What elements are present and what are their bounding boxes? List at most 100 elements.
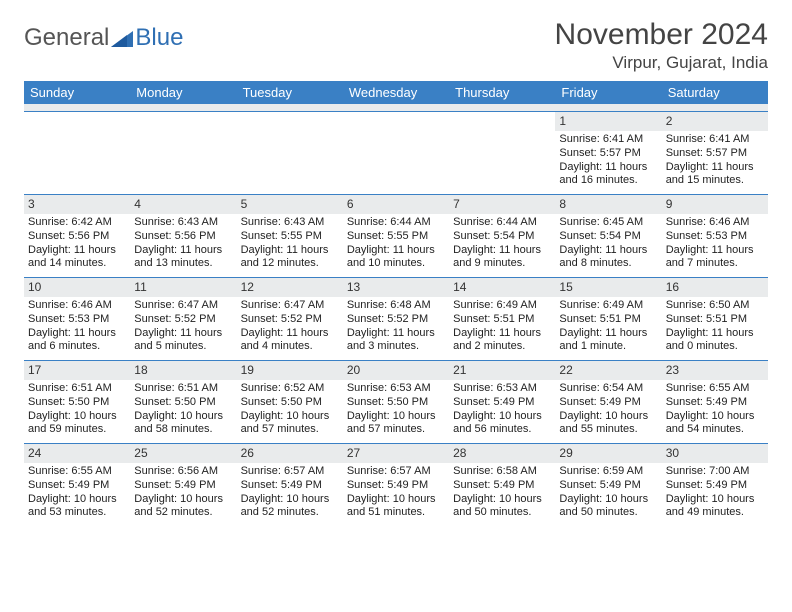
- day-header: Saturday: [662, 81, 768, 104]
- daylight1-text: Daylight: 10 hours: [28, 410, 126, 424]
- daylight2-text: and 49 minutes.: [666, 506, 764, 520]
- day-cell: 10Sunrise: 6:46 AMSunset: 5:53 PMDayligh…: [24, 278, 130, 360]
- sunset-text: Sunset: 5:51 PM: [453, 313, 551, 327]
- daylight1-text: Daylight: 10 hours: [241, 493, 339, 507]
- sunrise-text: Sunrise: 6:58 AM: [453, 465, 551, 479]
- sunset-text: Sunset: 5:53 PM: [28, 313, 126, 327]
- daylight1-text: Daylight: 10 hours: [559, 493, 657, 507]
- daylight2-text: and 59 minutes.: [28, 423, 126, 437]
- day-number: 27: [343, 444, 449, 463]
- day-number: 5: [237, 195, 343, 214]
- day-number: 2: [662, 112, 768, 131]
- daylight2-text: and 50 minutes.: [559, 506, 657, 520]
- daylight2-text: and 14 minutes.: [28, 257, 126, 271]
- day-cell: 21Sunrise: 6:53 AMSunset: 5:49 PMDayligh…: [449, 361, 555, 443]
- day-number: 7: [449, 195, 555, 214]
- week-row: 3Sunrise: 6:42 AMSunset: 5:56 PMDaylight…: [24, 195, 768, 278]
- day-cell: 23Sunrise: 6:55 AMSunset: 5:49 PMDayligh…: [662, 361, 768, 443]
- day-number: 19: [237, 361, 343, 380]
- daylight2-text: and 56 minutes.: [453, 423, 551, 437]
- day-number: 26: [237, 444, 343, 463]
- sunrise-text: Sunrise: 6:55 AM: [666, 382, 764, 396]
- spacer-row: [24, 104, 768, 112]
- sunrise-text: Sunrise: 6:44 AM: [347, 216, 445, 230]
- daylight1-text: Daylight: 11 hours: [28, 327, 126, 341]
- day-number: 21: [449, 361, 555, 380]
- daylight2-text: and 16 minutes.: [559, 174, 657, 188]
- daylight2-text: and 50 minutes.: [453, 506, 551, 520]
- sunset-text: Sunset: 5:49 PM: [453, 396, 551, 410]
- daylight2-text: and 51 minutes.: [347, 506, 445, 520]
- logo: General Blue: [24, 24, 183, 52]
- week-row: 17Sunrise: 6:51 AMSunset: 5:50 PMDayligh…: [24, 361, 768, 444]
- day-cell: 18Sunrise: 6:51 AMSunset: 5:50 PMDayligh…: [130, 361, 236, 443]
- sunset-text: Sunset: 5:49 PM: [453, 479, 551, 493]
- day-number: 23: [662, 361, 768, 380]
- daylight2-text: and 54 minutes.: [666, 423, 764, 437]
- day-number: 4: [130, 195, 236, 214]
- week-row: 24Sunrise: 6:55 AMSunset: 5:49 PMDayligh…: [24, 444, 768, 526]
- day-cell: 20Sunrise: 6:53 AMSunset: 5:50 PMDayligh…: [343, 361, 449, 443]
- sunrise-text: Sunrise: 6:46 AM: [28, 299, 126, 313]
- day-number: 13: [343, 278, 449, 297]
- sunrise-text: Sunrise: 6:53 AM: [453, 382, 551, 396]
- sunrise-text: Sunrise: 6:57 AM: [241, 465, 339, 479]
- sunrise-text: Sunrise: 6:43 AM: [134, 216, 232, 230]
- day-cell: .: [130, 112, 236, 194]
- daylight2-text: and 10 minutes.: [347, 257, 445, 271]
- day-cell: 5Sunrise: 6:43 AMSunset: 5:55 PMDaylight…: [237, 195, 343, 277]
- sunrise-text: Sunrise: 6:41 AM: [666, 133, 764, 147]
- sunset-text: Sunset: 5:50 PM: [28, 396, 126, 410]
- daylight1-text: Daylight: 10 hours: [134, 410, 232, 424]
- sunset-text: Sunset: 5:49 PM: [559, 396, 657, 410]
- day-header: Sunday: [24, 81, 130, 104]
- sunset-text: Sunset: 5:56 PM: [134, 230, 232, 244]
- sunrise-text: Sunrise: 6:48 AM: [347, 299, 445, 313]
- day-cell: 1Sunrise: 6:41 AMSunset: 5:57 PMDaylight…: [555, 112, 661, 194]
- day-cell: 24Sunrise: 6:55 AMSunset: 5:49 PMDayligh…: [24, 444, 130, 526]
- daylight1-text: Daylight: 11 hours: [134, 244, 232, 258]
- sunset-text: Sunset: 5:49 PM: [134, 479, 232, 493]
- day-header: Tuesday: [237, 81, 343, 104]
- daylight2-text: and 4 minutes.: [241, 340, 339, 354]
- daylight1-text: Daylight: 11 hours: [28, 244, 126, 258]
- sunrise-text: Sunrise: 6:53 AM: [347, 382, 445, 396]
- daylight2-text: and 57 minutes.: [347, 423, 445, 437]
- daylight2-text: and 15 minutes.: [666, 174, 764, 188]
- day-cell: 17Sunrise: 6:51 AMSunset: 5:50 PMDayligh…: [24, 361, 130, 443]
- day-header: Friday: [555, 81, 661, 104]
- month-title: November 2024: [555, 18, 768, 51]
- day-number: 16: [662, 278, 768, 297]
- sunset-text: Sunset: 5:50 PM: [134, 396, 232, 410]
- day-cell: 16Sunrise: 6:50 AMSunset: 5:51 PMDayligh…: [662, 278, 768, 360]
- daylight1-text: Daylight: 11 hours: [453, 327, 551, 341]
- day-cell: 19Sunrise: 6:52 AMSunset: 5:50 PMDayligh…: [237, 361, 343, 443]
- day-cell: 30Sunrise: 7:00 AMSunset: 5:49 PMDayligh…: [662, 444, 768, 526]
- day-header: Thursday: [449, 81, 555, 104]
- daylight1-text: Daylight: 10 hours: [666, 493, 764, 507]
- sunset-text: Sunset: 5:54 PM: [559, 230, 657, 244]
- day-cell: 27Sunrise: 6:57 AMSunset: 5:49 PMDayligh…: [343, 444, 449, 526]
- day-number: 8: [555, 195, 661, 214]
- day-number: 6: [343, 195, 449, 214]
- sunrise-text: Sunrise: 6:49 AM: [453, 299, 551, 313]
- daylight2-text: and 9 minutes.: [453, 257, 551, 271]
- daylight2-text: and 3 minutes.: [347, 340, 445, 354]
- sunset-text: Sunset: 5:49 PM: [666, 479, 764, 493]
- day-cell: .: [343, 112, 449, 194]
- sunset-text: Sunset: 5:53 PM: [666, 230, 764, 244]
- sunrise-text: Sunrise: 6:52 AM: [241, 382, 339, 396]
- day-number: 9: [662, 195, 768, 214]
- daylight1-text: Daylight: 10 hours: [28, 493, 126, 507]
- logo-text-1: General: [24, 24, 109, 52]
- sunset-text: Sunset: 5:52 PM: [347, 313, 445, 327]
- day-number: 28: [449, 444, 555, 463]
- day-number: 3: [24, 195, 130, 214]
- day-cell: 8Sunrise: 6:45 AMSunset: 5:54 PMDaylight…: [555, 195, 661, 277]
- header-row: General Blue November 2024 Virpur, Gujar…: [24, 18, 768, 73]
- daylight2-text: and 8 minutes.: [559, 257, 657, 271]
- daylight2-text: and 52 minutes.: [241, 506, 339, 520]
- daylight1-text: Daylight: 10 hours: [347, 410, 445, 424]
- daylight2-text: and 53 minutes.: [28, 506, 126, 520]
- day-number: 11: [130, 278, 236, 297]
